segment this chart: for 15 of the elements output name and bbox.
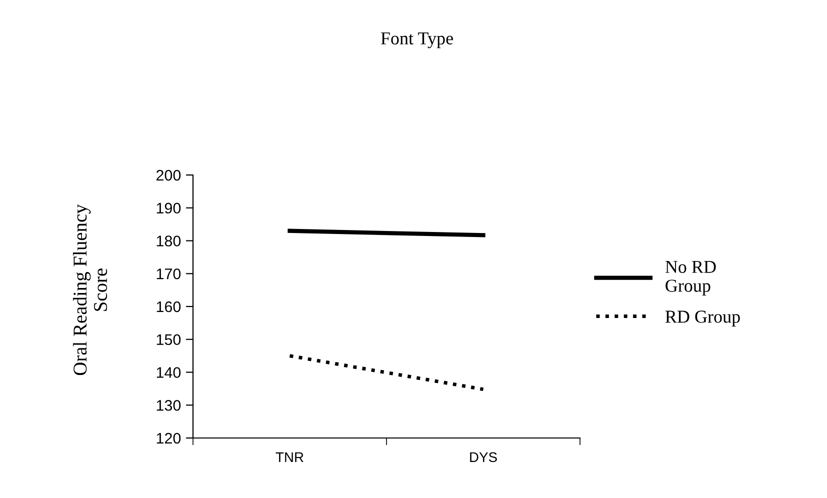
y-tick-label: 160 — [156, 301, 181, 312]
y-tick-label: 200 — [156, 170, 181, 181]
y-tick-label: 150 — [156, 334, 181, 346]
chart-title: Font Type — [380, 32, 453, 48]
x-tick-label: TNR — [276, 452, 304, 462]
y-tick-label: 180 — [156, 236, 181, 246]
y-tick-label: 170 — [156, 268, 181, 280]
y-tick-label: 140 — [156, 367, 181, 378]
legend-label: No RD Group — [665, 260, 716, 296]
legend-label: RD Group — [665, 310, 740, 326]
y-tick-label: 130 — [156, 400, 181, 411]
x-tick-label: DYS — [470, 452, 497, 462]
y-tick-label: 120 — [156, 432, 181, 444]
y-axis-title: Oral Reading Fluency Score — [72, 204, 108, 376]
y-tick-label: 190 — [156, 202, 181, 214]
